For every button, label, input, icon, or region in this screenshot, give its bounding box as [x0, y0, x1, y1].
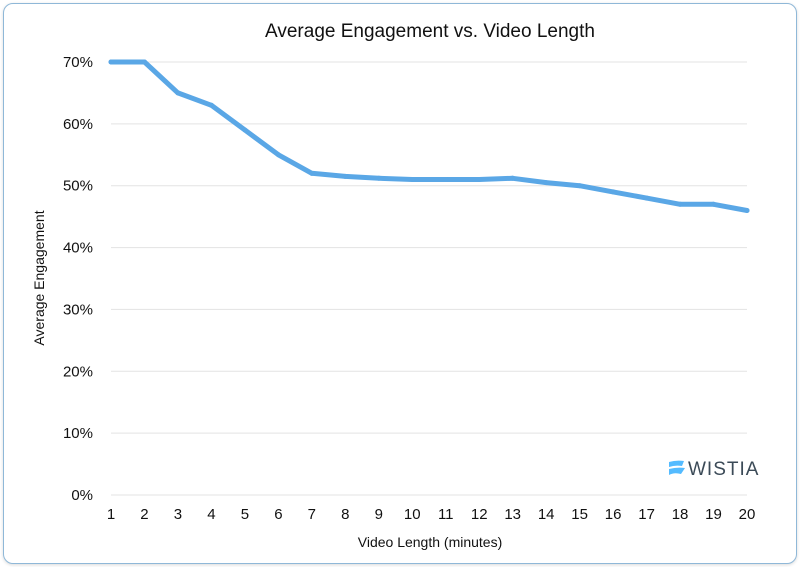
x-tick-label: 1	[107, 506, 115, 523]
x-tick-label: 12	[471, 506, 488, 523]
data-point	[443, 177, 449, 183]
gridlines	[111, 61, 747, 496]
data-point	[242, 127, 248, 133]
x-tick-label: 19	[705, 506, 722, 523]
data-point	[175, 90, 181, 96]
x-tick-label: 2	[140, 506, 148, 523]
y-tick-label: 50%	[63, 178, 93, 195]
data-point	[577, 183, 583, 189]
wistia-logo-text: WISTIA	[688, 459, 759, 480]
data-point	[376, 175, 382, 181]
data-point	[409, 177, 415, 183]
x-tick-label: 4	[207, 506, 215, 523]
x-tick-label: 17	[638, 506, 655, 523]
data-point	[610, 189, 616, 195]
wistia-logo-icon	[669, 460, 685, 475]
x-axis-label: Video Length (minutes)	[358, 534, 503, 550]
y-tick-label: 0%	[71, 487, 93, 504]
data-point	[476, 177, 482, 183]
y-tick-label: 70%	[63, 54, 93, 71]
chart-title: Average Engagement vs. Video Length	[265, 21, 595, 42]
data-point	[543, 180, 549, 186]
series-group	[108, 59, 750, 213]
x-tick-label: 3	[174, 506, 182, 523]
y-axis-ticks: 0% 10% 20% 30% 40% 50% 60% 70%	[63, 54, 93, 504]
y-tick-label: 10%	[63, 425, 93, 442]
y-tick-label: 40%	[63, 240, 93, 257]
chart-frame	[3, 3, 797, 564]
x-tick-label: 9	[375, 506, 383, 523]
x-tick-label: 11	[438, 506, 454, 523]
x-tick-label: 6	[274, 506, 282, 523]
data-point	[309, 170, 315, 176]
y-tick-label: 60%	[63, 116, 93, 133]
y-tick-label: 30%	[63, 301, 93, 318]
x-tick-label: 15	[571, 506, 588, 523]
data-point	[108, 59, 114, 65]
data-point	[342, 173, 348, 179]
wistia-logo: WISTIA	[669, 459, 759, 480]
data-point	[711, 201, 717, 207]
data-point	[141, 59, 147, 65]
series-line	[108, 59, 750, 213]
y-axis-label: Average Engagement	[31, 210, 47, 345]
x-tick-label: 8	[341, 506, 349, 523]
data-point	[744, 207, 750, 213]
x-axis-ticks: 1 2 3 4 5 6 7 8 9 10 11 12 13 14 15 16 17 18 19 20	[107, 506, 756, 523]
data-point	[677, 201, 683, 207]
x-tick-label: 20	[739, 506, 756, 523]
x-tick-label: 5	[241, 506, 249, 523]
y-tick-label: 20%	[63, 363, 93, 380]
x-tick-label: 14	[538, 506, 555, 523]
data-point	[510, 175, 516, 181]
x-tick-label: 7	[308, 506, 316, 523]
data-point	[644, 195, 650, 201]
x-tick-label: 10	[404, 506, 421, 523]
data-point	[275, 152, 281, 158]
x-tick-label: 16	[605, 506, 622, 523]
x-tick-label: 13	[504, 506, 521, 523]
x-tick-label: 18	[672, 506, 689, 523]
data-point	[208, 102, 214, 108]
